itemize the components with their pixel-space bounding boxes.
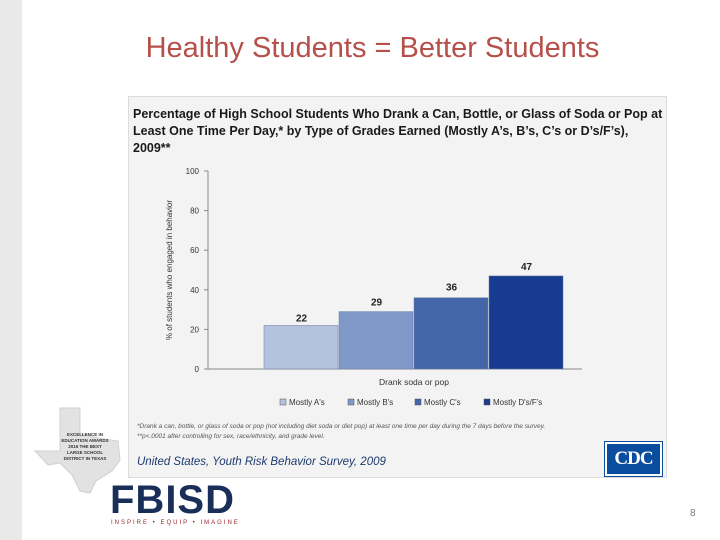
legend-label: Mostly A's bbox=[289, 398, 325, 407]
x-axis-label: Drank soda or pop bbox=[379, 377, 449, 387]
bars: 22 29 36 47 bbox=[263, 262, 564, 370]
footnote-2: **p<.0001 after controlling for sex, rac… bbox=[137, 433, 325, 440]
data-label: 29 bbox=[371, 298, 383, 309]
y-tick-label: 20 bbox=[190, 325, 199, 334]
legend: Mostly A's Mostly B's Mostly C's Mostly D's… bbox=[279, 398, 542, 407]
cdc-logo: CDC bbox=[604, 441, 663, 477]
legend-swatch bbox=[279, 398, 287, 406]
legend-swatch bbox=[483, 398, 491, 406]
slide-title: Healthy Students = Better Students bbox=[145, 32, 600, 64]
data-label: 22 bbox=[296, 313, 308, 324]
y-tick-label: 40 bbox=[190, 286, 199, 295]
bar bbox=[338, 311, 414, 370]
data-label: 47 bbox=[521, 262, 533, 273]
bar bbox=[488, 275, 564, 370]
y-tick-label: 100 bbox=[186, 167, 200, 176]
legend-swatch bbox=[347, 398, 355, 406]
chart-title: Percentage of High School Students Who D… bbox=[133, 107, 663, 155]
y-tick-label: 0 bbox=[195, 365, 200, 374]
left-margin-bar bbox=[0, 0, 22, 540]
bar bbox=[263, 325, 339, 370]
y-tick-label: 80 bbox=[190, 207, 199, 216]
data-label: 36 bbox=[446, 283, 458, 294]
y-ticks: 0 20 40 60 80 100 bbox=[186, 167, 208, 374]
fbisd-tagline: INSPIRE • EQUIP • IMAGINE bbox=[111, 520, 240, 526]
source-text: United States, Youth Risk Behavior Surve… bbox=[137, 456, 386, 468]
y-axis-label: % of students who engaged in behavior bbox=[165, 200, 174, 340]
legend-label: Mostly B's bbox=[357, 398, 393, 407]
chart-panel bbox=[128, 96, 667, 478]
y-tick-label: 60 bbox=[190, 246, 199, 255]
fbisd-logo: FBISD bbox=[110, 478, 235, 522]
legend-swatch bbox=[414, 398, 422, 406]
legend-label: Mostly C's bbox=[424, 398, 461, 407]
page-number: 8 bbox=[690, 508, 696, 519]
footnote-1: *Drank a can, bottle, or glass of soda o… bbox=[137, 423, 546, 430]
texas-map-icon bbox=[33, 407, 121, 494]
award-badge: EXCELLENCE IN EDUCATION AWARDS 2016 THE … bbox=[61, 432, 109, 461]
legend-label: Mostly D's/F's bbox=[493, 398, 542, 407]
bar bbox=[413, 297, 489, 370]
